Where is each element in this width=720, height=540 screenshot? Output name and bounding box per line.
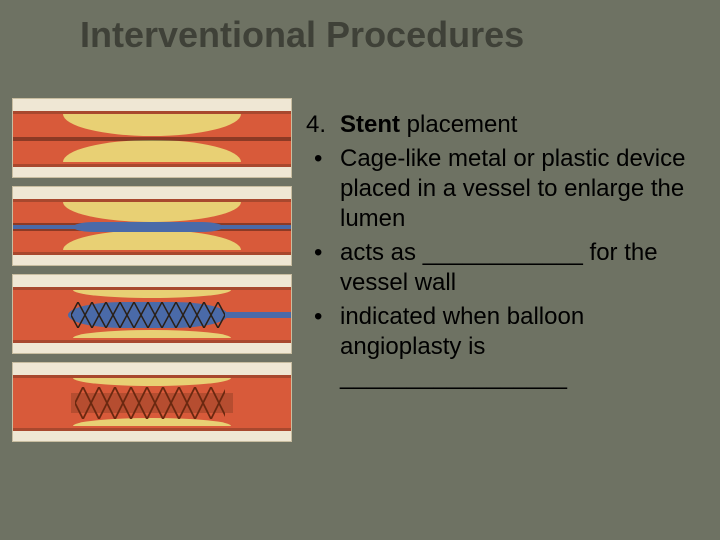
bullet-text: acts as ____________ for the vessel wall xyxy=(340,238,706,298)
page-title: Interventional Procedures xyxy=(80,14,524,56)
bullet-text: Cage-like metal or plastic device placed… xyxy=(340,144,706,234)
vessel-stage-stent-placed xyxy=(12,362,292,442)
diagram-column xyxy=(12,98,292,442)
bullet-item: • indicated when balloon angioplasty is … xyxy=(306,302,706,392)
bullet-icon: • xyxy=(306,144,340,234)
bullet-item: • acts as ____________ for the vessel wa… xyxy=(306,238,706,298)
bullet-icon: • xyxy=(306,238,340,298)
bullet-text: indicated when balloon angioplasty is __… xyxy=(340,302,706,392)
item-number: 4. xyxy=(306,110,340,140)
list-item-heading: 4. Stent placement xyxy=(306,110,706,140)
vessel-stage-balloon-inflated xyxy=(12,274,292,354)
vessel-stage-blocked xyxy=(12,98,292,178)
item-title: Stent placement xyxy=(340,110,517,140)
item-title-bold: Stent xyxy=(340,111,400,138)
bullet-icon: • xyxy=(306,302,340,392)
bullet-item: • Cage-like metal or plastic device plac… xyxy=(306,144,706,234)
item-title-rest: placement xyxy=(400,111,517,138)
content-text: 4. Stent placement • Cage-like metal or … xyxy=(306,110,706,396)
vessel-stage-balloon-deflated xyxy=(12,186,292,266)
